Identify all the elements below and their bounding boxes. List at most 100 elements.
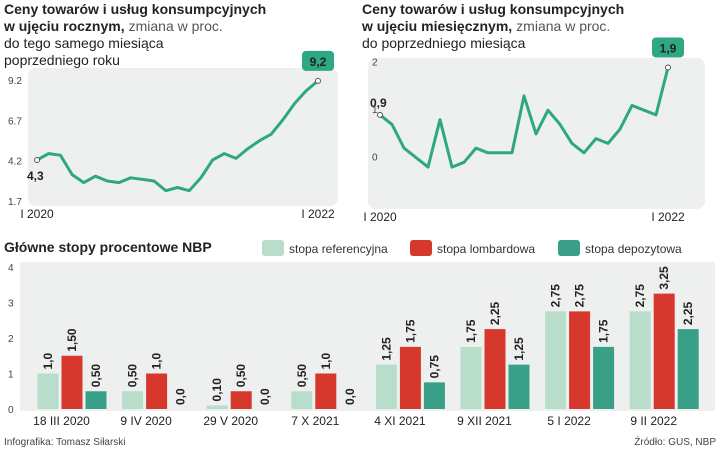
value-label: 0,9	[370, 96, 387, 110]
x-tick-label: I 2022	[301, 207, 335, 221]
bar	[593, 346, 615, 409]
bar	[460, 346, 482, 409]
chart-subtitle: zmiana w proc.	[516, 18, 610, 34]
value-label: 0,0	[258, 388, 272, 405]
value-label: 0,0	[343, 388, 357, 405]
value-label: 9,2	[310, 55, 327, 69]
y-tick-label: 3	[8, 299, 14, 310]
value-label: 1,25	[512, 337, 526, 361]
value-label: 0,50	[126, 364, 140, 388]
legend-label: stopa depozytowa	[585, 242, 682, 256]
value-label: 1,0	[41, 352, 55, 369]
chart-title: Główne stopy procentowe NBP	[4, 239, 212, 255]
bar	[291, 391, 313, 409]
label-box	[302, 50, 334, 71]
value-label: 0,0	[174, 388, 188, 405]
value-label: 3,25	[657, 266, 671, 290]
bar	[61, 355, 83, 409]
plot-area	[28, 68, 338, 206]
y-tick-label: 0	[372, 153, 378, 164]
bar	[230, 391, 252, 409]
legend-swatch	[558, 240, 580, 256]
chart-title: Ceny towarów i usług konsumpcyjnych	[4, 1, 266, 17]
bar	[315, 373, 337, 409]
label-box	[652, 37, 684, 58]
point	[377, 111, 383, 118]
value-label: 0,50	[89, 364, 103, 388]
value-label: 2,75	[549, 284, 563, 308]
value-label: 1,0	[150, 352, 164, 369]
bar	[569, 311, 591, 409]
y-tick-label: 2	[372, 58, 378, 69]
legend-swatch	[410, 240, 432, 256]
point	[34, 157, 40, 164]
value-label: 1,0	[319, 352, 333, 369]
x-tick-label: 4 XI 2021	[374, 414, 426, 428]
value-label: 0,10	[210, 378, 224, 402]
bar	[146, 373, 168, 409]
x-tick-label: 9 II 2022	[630, 414, 677, 428]
value-label: 2,75	[573, 284, 587, 308]
value-label: 1,50	[65, 328, 79, 352]
point	[665, 64, 671, 71]
bar	[399, 346, 421, 409]
y-tick-label: 0	[8, 405, 14, 416]
bar	[206, 405, 228, 409]
value-label: 1,75	[597, 319, 611, 343]
value-label: 0,50	[234, 364, 248, 388]
legend-label: stopa lombardowa	[437, 242, 535, 256]
bar	[629, 311, 651, 409]
bar	[653, 293, 675, 409]
line	[379, 67, 670, 169]
bar	[484, 329, 506, 409]
bar	[508, 364, 530, 409]
x-tick-label: 5 I 2022	[547, 414, 591, 428]
value-label: 1,75	[403, 319, 417, 343]
value-label: 0,50	[295, 364, 309, 388]
bar	[122, 391, 144, 409]
bar	[545, 311, 567, 409]
chart-title: w ujęciu miesięcznym, zmiana w proc.	[361, 18, 610, 34]
x-tick-label: 9 XII 2021	[457, 414, 512, 428]
chart-subtitle: zmiana w proc.	[129, 18, 223, 34]
point	[315, 77, 321, 84]
value-label: 2,75	[633, 284, 647, 308]
value-label: 1,75	[464, 319, 478, 343]
y-tick-label: 1	[372, 105, 378, 116]
y-tick-label: 1	[8, 370, 14, 381]
bar	[677, 329, 699, 409]
chart-title: Ceny towarów i usług konsumpcyjnych	[362, 1, 624, 17]
chart-subtitle: do poprzedniego miesiąca	[362, 35, 526, 51]
bar	[37, 373, 59, 409]
legend-swatch	[262, 240, 284, 256]
value-label: 1,25	[379, 337, 393, 361]
value-label: 0,75	[427, 355, 441, 379]
y-tick-label: 4.2	[8, 157, 22, 168]
x-tick-label: 9 IV 2020	[120, 414, 172, 428]
y-tick-label: 1.7	[8, 197, 22, 208]
x-tick-label: I 2020	[20, 207, 54, 221]
chart-title: w ujęciu rocznym,	[3, 18, 125, 34]
value-label: 2,25	[488, 301, 502, 325]
bar	[375, 364, 397, 409]
credit: Infografika: Tomasz Siłarski	[4, 437, 126, 448]
y-tick-label: 2	[8, 334, 14, 345]
y-tick-label: 9.2	[8, 76, 22, 87]
chart-title: w ujęciu rocznym, zmiana w proc.	[3, 18, 223, 34]
chart-title: w ujęciu miesięcznym,	[361, 18, 512, 34]
value-label: 1,9	[660, 41, 677, 55]
value-label: 2,25	[681, 301, 695, 325]
x-tick-label: 18 III 2020	[33, 414, 90, 428]
line	[36, 79, 319, 193]
source: Źródło: GUS, NBP	[634, 435, 716, 448]
bar	[423, 382, 445, 409]
x-tick-label: 7 X 2021	[291, 414, 339, 428]
x-tick-label: I 2022	[651, 210, 685, 224]
y-tick-label: 4	[8, 263, 14, 274]
bar	[85, 391, 107, 409]
value-label: 4,3	[27, 169, 44, 183]
legend-label: stopa referencyjna	[289, 242, 388, 256]
y-tick-label: 6.7	[8, 116, 22, 127]
x-tick-label: 29 V 2020	[203, 414, 258, 428]
